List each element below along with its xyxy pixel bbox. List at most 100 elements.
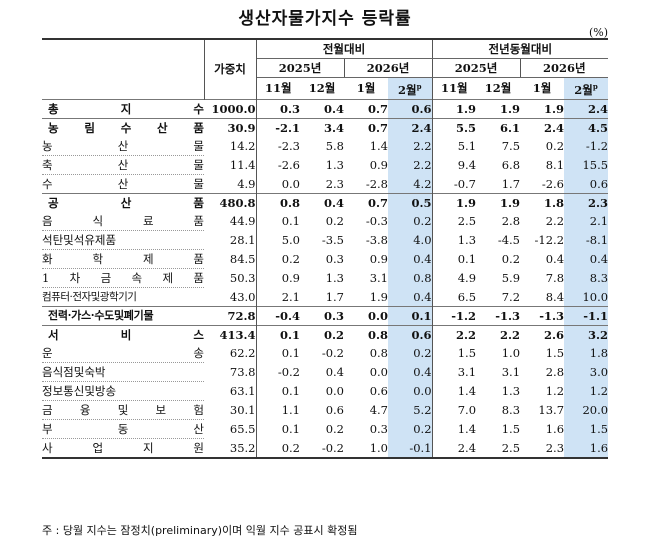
row-label: 금 융 및 보 험 (42, 400, 204, 420)
value-cell: 0.2 (281, 251, 300, 266)
header-mom-dec: 12월 (308, 81, 336, 96)
value-cell: 1.3 (325, 270, 344, 285)
table-row: 농 림 수 산 품 30.9 -2.1 3.4 0.7 2.4 5.5 6.1 2.4 4.5 (42, 117, 609, 137)
value-cell: 1.4 (457, 421, 477, 436)
table-row: 컴퓨터·전자및광학기기 43.0 2.1 1.7 1.9 0.4 6.5 7.2 8.4 10.0 (42, 287, 609, 307)
value-cell: 3.4 (300, 117, 344, 137)
table-title: 생산자물가지수 등락률 (238, 9, 412, 29)
value-cell: 9.4 (457, 157, 477, 172)
header-weight: 가중치 (204, 37, 257, 100)
value-cell: -2.3 (277, 139, 300, 154)
row-label: 농 림 수 산 품 (42, 117, 204, 137)
table-row: 운 송 62.2 0.1 -0.2 0.8 0.2 1.5 1.0 1.5 1.8 (42, 343, 609, 363)
value-cell: -2.1 (256, 117, 300, 137)
value-cell: 6.8 (501, 157, 521, 172)
table-row: 서 비 스 413.4 0.1 0.2 0.8 0.6 2.2 2.2 2.6 3.2 (42, 324, 609, 344)
value-cell: 0.6 (369, 383, 388, 398)
value-cell: -0.4 (256, 305, 300, 326)
value-cell: 4.9 (457, 270, 477, 285)
value-cell: 0.7 (344, 192, 388, 212)
value-cell: 5.2 (388, 400, 433, 420)
table-row: 부 동 산 65.5 0.1 0.2 0.3 0.2 1.4 1.5 1.6 1.5 (42, 419, 609, 439)
value-cell: -3.5 (321, 232, 344, 247)
value-cell: 1.7 (501, 176, 521, 191)
value-cell: 0.8 (388, 268, 433, 288)
header-mom-2025: 2025년 (256, 58, 345, 78)
value-cell: 2.1 (281, 289, 300, 304)
value-cell: 0.6 (325, 402, 344, 417)
table-row: 음식점및숙박 73.8 -0.2 0.4 0.0 0.4 3.1 3.1 2.8 3.0 (42, 362, 609, 382)
weight-cell: 62.2 (204, 343, 257, 363)
value-cell: 2.2 (388, 155, 433, 175)
value-cell: 0.6 (388, 324, 433, 344)
value-cell: 0.0 (344, 305, 388, 326)
value-cell: -1.1 (564, 305, 609, 326)
value-cell: 0.2 (325, 421, 344, 436)
value-cell: 6.5 (457, 289, 477, 304)
value-cell: 1.9 (432, 192, 477, 212)
value-cell: 5.1 (457, 139, 477, 154)
value-cell: 8.3 (564, 268, 609, 288)
value-cell: 1.3 (501, 383, 521, 398)
value-cell: 2.6 (520, 324, 565, 344)
value-cell: 8.1 (545, 157, 565, 172)
value-cell: -1.2 (564, 136, 609, 156)
table-row: 금 융 및 보 험 30.1 1.1 0.6 4.7 5.2 7.0 8.3 13.7 20.0 (42, 400, 609, 420)
value-cell: 1.0 (501, 346, 521, 361)
weight-cell: 480.8 (204, 192, 257, 212)
value-cell: 2.2 (476, 324, 521, 344)
value-cell: 0.4 (300, 98, 344, 119)
value-cell: 2.4 (564, 98, 609, 119)
value-cell: 2.8 (501, 214, 521, 229)
value-cell: 0.5 (388, 192, 433, 212)
weight-cell: 4.9 (204, 174, 257, 194)
value-cell: 2.5 (457, 214, 477, 229)
value-cell: 0.3 (300, 305, 344, 326)
value-cell: 2.3 (325, 176, 344, 191)
value-cell: 0.1 (281, 346, 300, 361)
value-cell: 1.1 (281, 402, 300, 417)
value-cell: 0.0 (369, 364, 388, 379)
header-yoy-nov: 11월 (440, 81, 468, 96)
value-cell: 1.9 (476, 98, 521, 119)
value-cell: 3.2 (564, 324, 609, 344)
value-cell: 0.1 (457, 251, 477, 266)
header-mom: 전월대비 (256, 38, 433, 59)
value-cell: 2.4 (388, 117, 433, 137)
value-cell: 0.8 (256, 192, 300, 212)
value-cell: 0.7 (344, 117, 388, 137)
value-cell: 20.0 (564, 400, 609, 420)
weight-cell: 30.9 (204, 117, 257, 137)
table-row: 전력·가스·수도및폐기물 72.8 -0.4 0.3 0.0 0.1 -1.2 -1.3 -1.… (42, 305, 609, 326)
table-row: 정보통신및방송 63.1 0.1 0.0 0.6 0.0 1.4 1.3 1.2 1.2 (42, 381, 609, 401)
value-cell: -0.1 (388, 438, 433, 459)
value-cell: 4.0 (388, 230, 433, 250)
header-yoy-2026: 2026년 (520, 58, 609, 78)
row-label: 음식점및숙박 (42, 362, 204, 382)
value-cell: 2.1 (564, 211, 609, 231)
value-cell: 1.6 (545, 421, 565, 436)
value-cell: 0.6 (388, 98, 433, 119)
value-cell: -1.2 (432, 305, 477, 326)
value-cell: 4.7 (369, 402, 388, 417)
row-label: 서 비 스 (42, 324, 204, 344)
table-row: 사 업 지 원 35.2 0.2 -0.2 1.0 -0.1 2.4 2.5 2.3 1.6 (42, 438, 609, 459)
value-cell: 7.8 (545, 270, 565, 285)
weight-cell: 413.4 (204, 324, 257, 344)
weight-cell: 50.3 (204, 268, 257, 288)
value-cell: 8.4 (545, 289, 565, 304)
value-cell: 2.2 (388, 136, 433, 156)
value-cell: -0.2 (277, 364, 300, 379)
value-cell: 5.9 (501, 270, 521, 285)
value-cell: 0.4 (388, 362, 433, 382)
value-cell: -0.2 (300, 438, 344, 459)
value-cell: 7.0 (457, 402, 477, 417)
table-row: 화 학 제 품 84.5 0.2 0.3 0.9 0.4 0.1 0.2 0.4 0.4 (42, 249, 609, 269)
table-row: 음 식 료 품 44.9 0.1 0.2 -0.3 0.2 2.5 2.8 2.2 2.1 (42, 211, 609, 231)
value-cell: 0.2 (300, 324, 344, 344)
value-cell: 0.2 (545, 139, 565, 154)
value-cell: 1.8 (564, 343, 609, 363)
row-label: 컴퓨터·전자및광학기기 (42, 290, 137, 303)
footnote: 주 : 당월 지수는 잠정치(preliminary)이며 익월 지수 공표시 … (42, 524, 358, 537)
value-cell: 5.8 (325, 139, 344, 154)
